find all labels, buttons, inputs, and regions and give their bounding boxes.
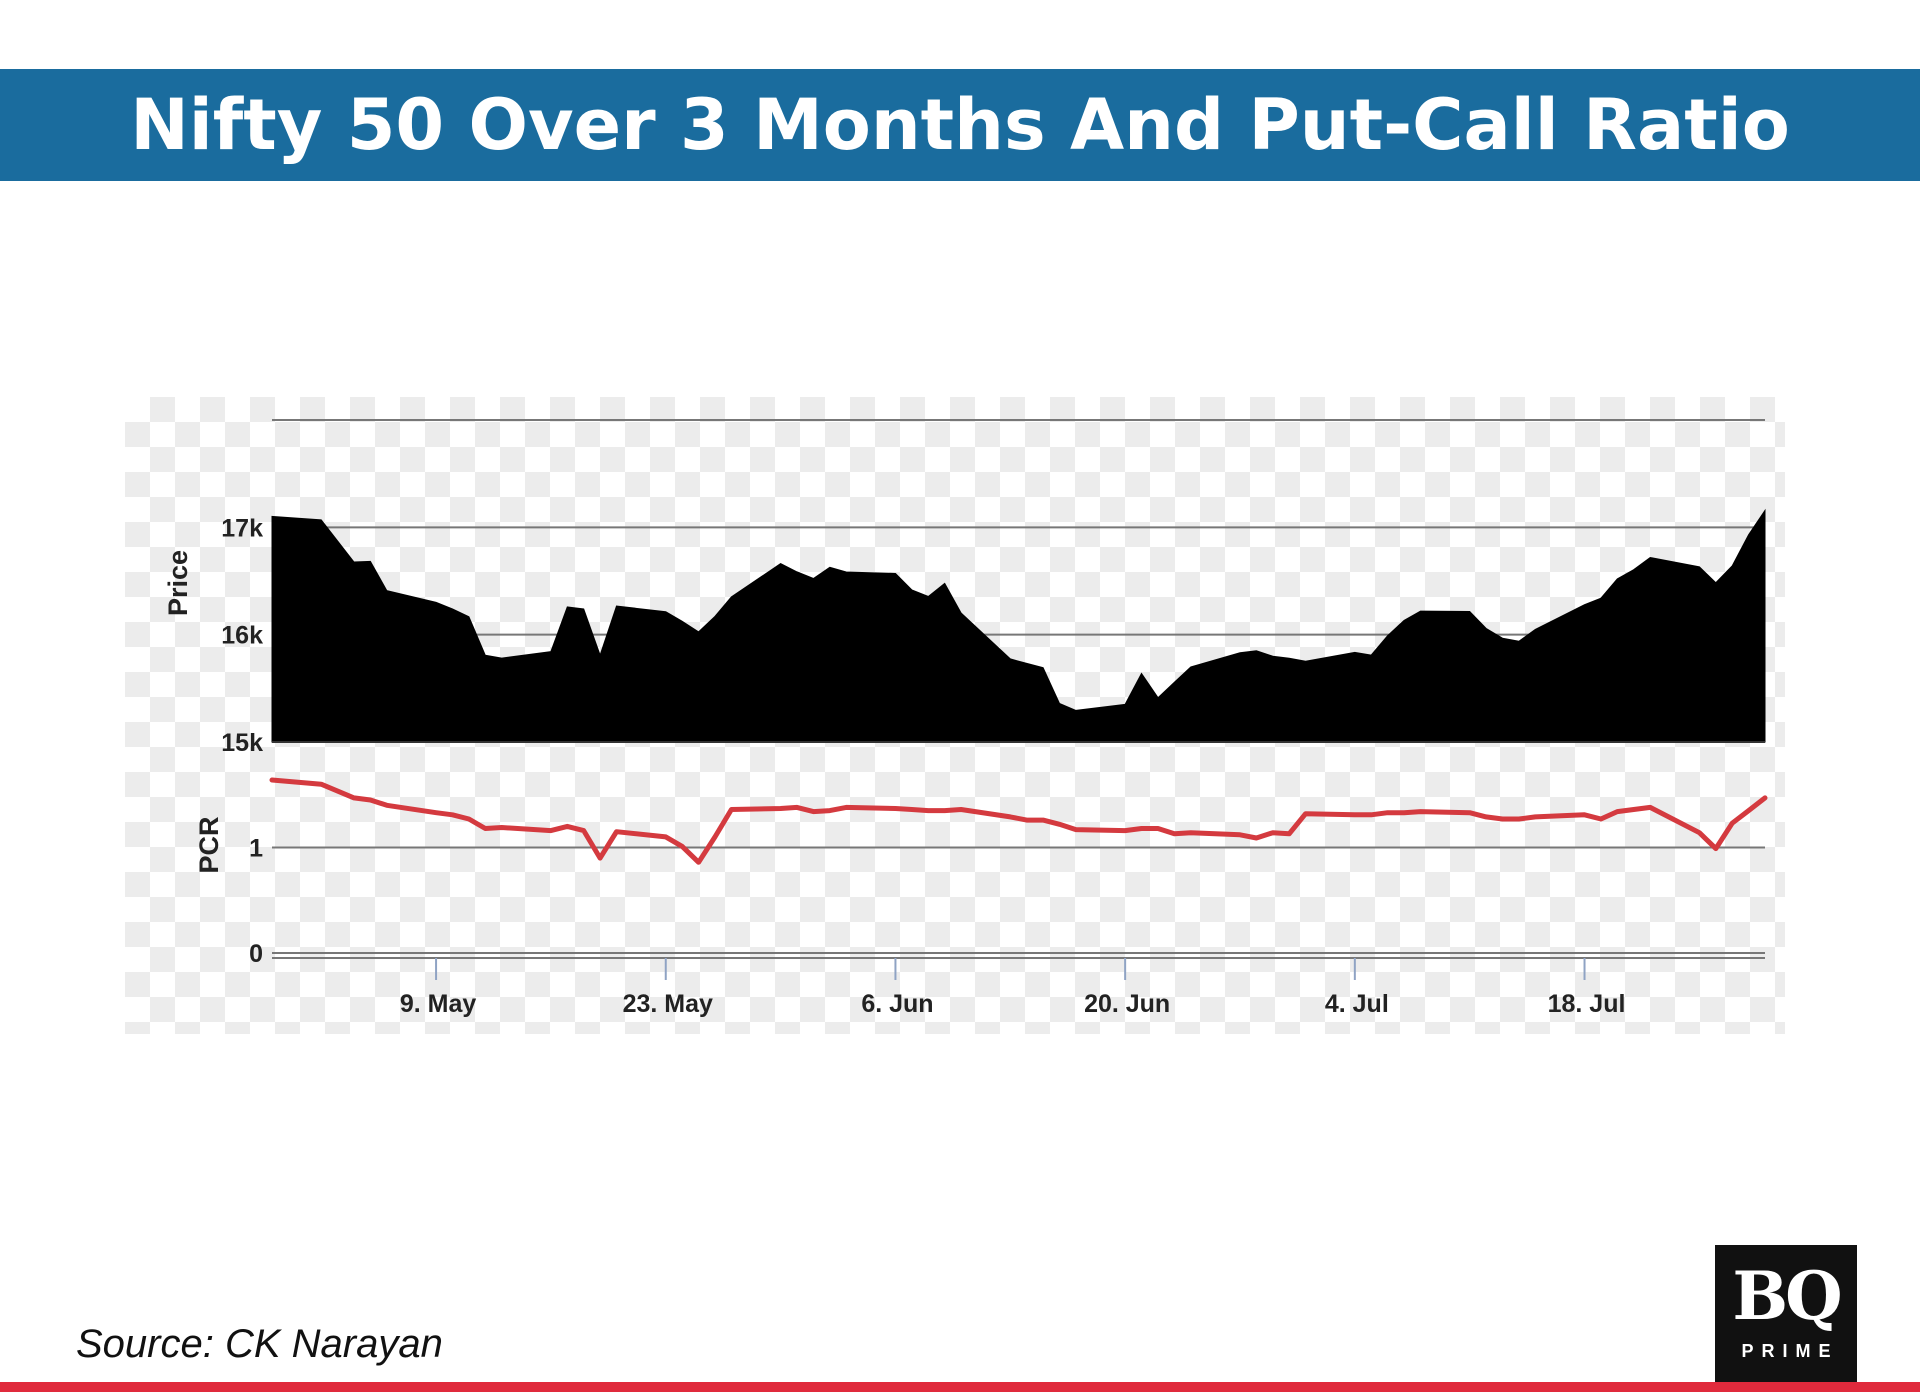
price-tick-label: 15k xyxy=(221,729,263,757)
x-tick-label: 23. May xyxy=(623,990,713,1018)
pcr-panel xyxy=(269,777,1768,865)
x-axis: 9. May 23. May 6. Jun 20. Jun 4. Jul 18. Jul xyxy=(272,952,1765,1018)
logo-subtext: PRIME xyxy=(1741,1341,1839,1361)
chart-panel: 9. May 23. May 6. Jun 20. Jun 4. Jul 18. Jul … xyxy=(125,397,1785,1034)
source-note: Source: CK Narayan xyxy=(76,1322,443,1366)
chart-svg: 9. May 23. May 6. Jun 20. Jun 4. Jul 18. Jul … xyxy=(163,419,1768,1018)
x-tick-label: 9. May xyxy=(400,990,477,1018)
pcr-axis-title: PCR xyxy=(194,816,224,873)
chart-title: Nifty 50 Over 3 Months And Put-Call Rati… xyxy=(130,84,1790,166)
title-bar: Nifty 50 Over 3 Months And Put-Call Rati… xyxy=(0,69,1920,181)
price-area xyxy=(271,508,1766,743)
bottom-rule xyxy=(0,1382,1920,1392)
pcr-line xyxy=(269,777,1768,865)
x-tick-label: 6. Jun xyxy=(861,990,933,1018)
price-tick-label: 17k xyxy=(221,514,263,542)
bq-prime-logo: BQ PRIME xyxy=(1715,1245,1857,1392)
y-axis-labels: 15k 16k 17k 0 1 Price PCR xyxy=(163,514,263,968)
x-tick-label: 4. Jul xyxy=(1325,990,1389,1018)
logo-wordmark: BQ xyxy=(1732,1257,1842,1335)
x-tick-label: 20. Jun xyxy=(1084,990,1170,1018)
price-panel xyxy=(271,508,1766,743)
price-axis-title: Price xyxy=(163,550,193,616)
gridlines xyxy=(272,419,1765,849)
x-tick-label: 18. Jul xyxy=(1548,990,1626,1018)
pcr-tick-label: 1 xyxy=(249,835,263,863)
price-tick-label: 16k xyxy=(221,622,263,650)
pcr-tick-label: 0 xyxy=(249,940,263,968)
